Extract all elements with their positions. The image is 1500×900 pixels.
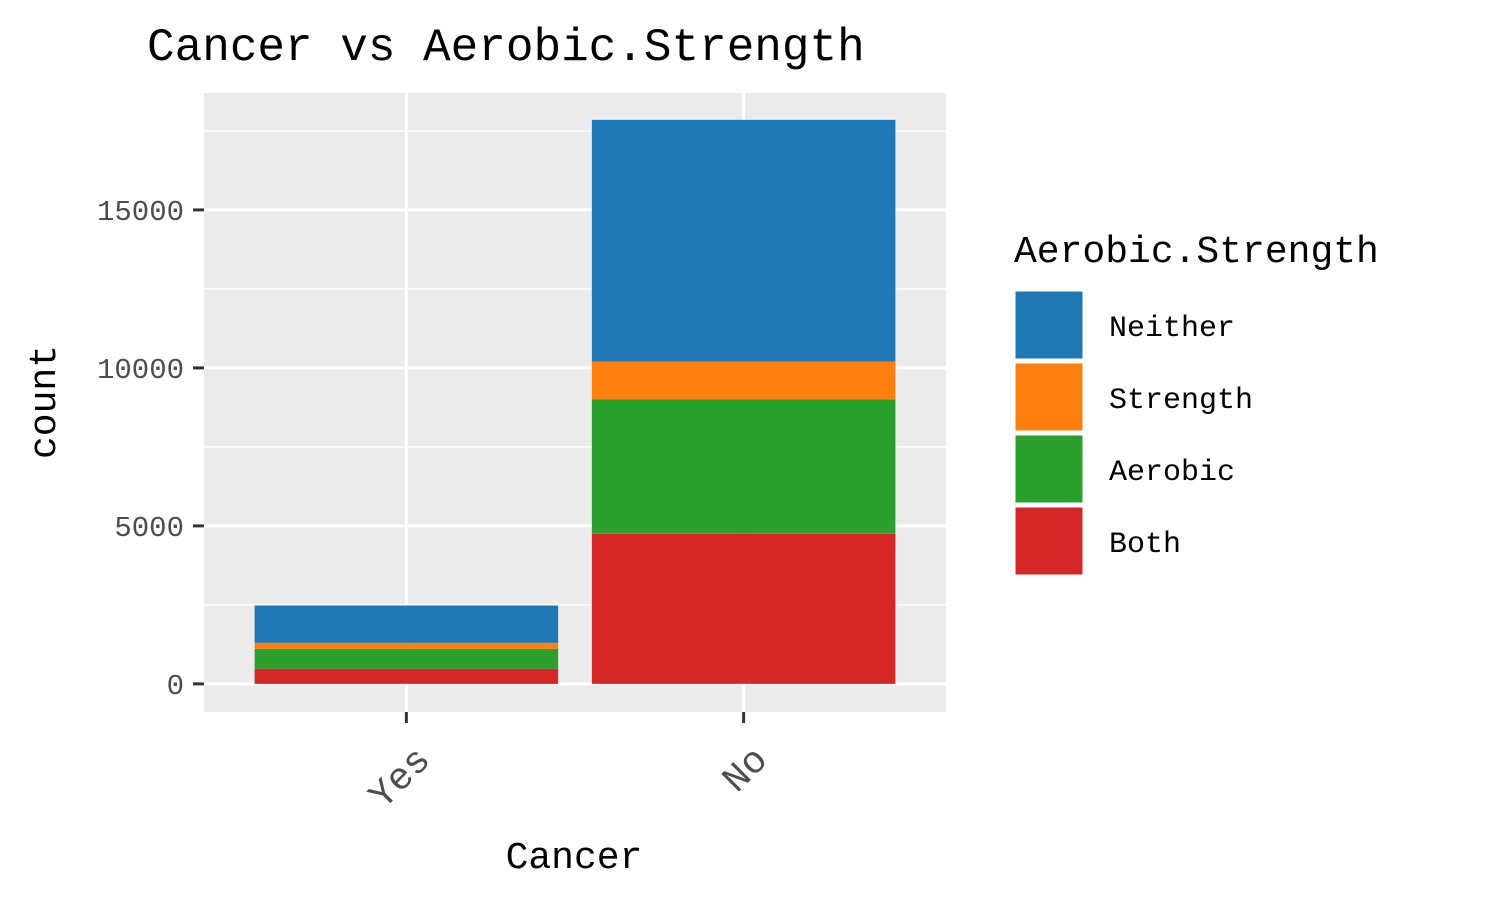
legend-swatch-aerobic xyxy=(1012,432,1086,506)
bar-segment-yes-both xyxy=(254,668,559,684)
chart-title: Cancer vs Aerobic.Strength xyxy=(147,22,865,74)
y-tick-label: 0 xyxy=(167,670,184,703)
x-axis-title: Cancer xyxy=(506,837,643,880)
legend-title: Aerobic.Strength xyxy=(1014,231,1379,274)
bar-segment-yes-aerobic xyxy=(254,648,559,669)
legend-label-neither: Neither xyxy=(1109,312,1235,346)
legend-label-aerobic: Aerobic xyxy=(1109,456,1235,490)
legend-label-strength: Strength xyxy=(1109,384,1253,418)
y-axis: 0 5000 10000 15000 xyxy=(97,196,204,703)
bar-segment-no-aerobic xyxy=(591,399,896,534)
y-tick-label: 15000 xyxy=(97,196,184,229)
legend-swatch-strength xyxy=(1012,360,1086,434)
bars xyxy=(254,119,896,684)
bar-segment-yes-strength xyxy=(254,642,559,649)
legend-label-both: Both xyxy=(1109,528,1181,562)
legend-swatch-both xyxy=(1012,504,1086,578)
y-tick-label: 5000 xyxy=(114,512,184,545)
legend: Aerobic.Strength Neither Strength Aerobic B… xyxy=(1012,231,1379,578)
bar-segment-no-strength xyxy=(591,361,896,400)
y-tick-label: 10000 xyxy=(97,354,184,387)
bar-segment-no-neither xyxy=(591,119,896,362)
x-tick-label: Yes xyxy=(362,740,441,819)
bar-segment-no-both xyxy=(591,533,896,684)
bar-segment-yes-neither xyxy=(254,605,559,643)
x-axis: Yes No xyxy=(362,712,778,818)
legend-swatch-neither xyxy=(1012,288,1086,362)
y-axis-title: count xyxy=(24,345,67,459)
x-tick-label: No xyxy=(715,740,778,803)
